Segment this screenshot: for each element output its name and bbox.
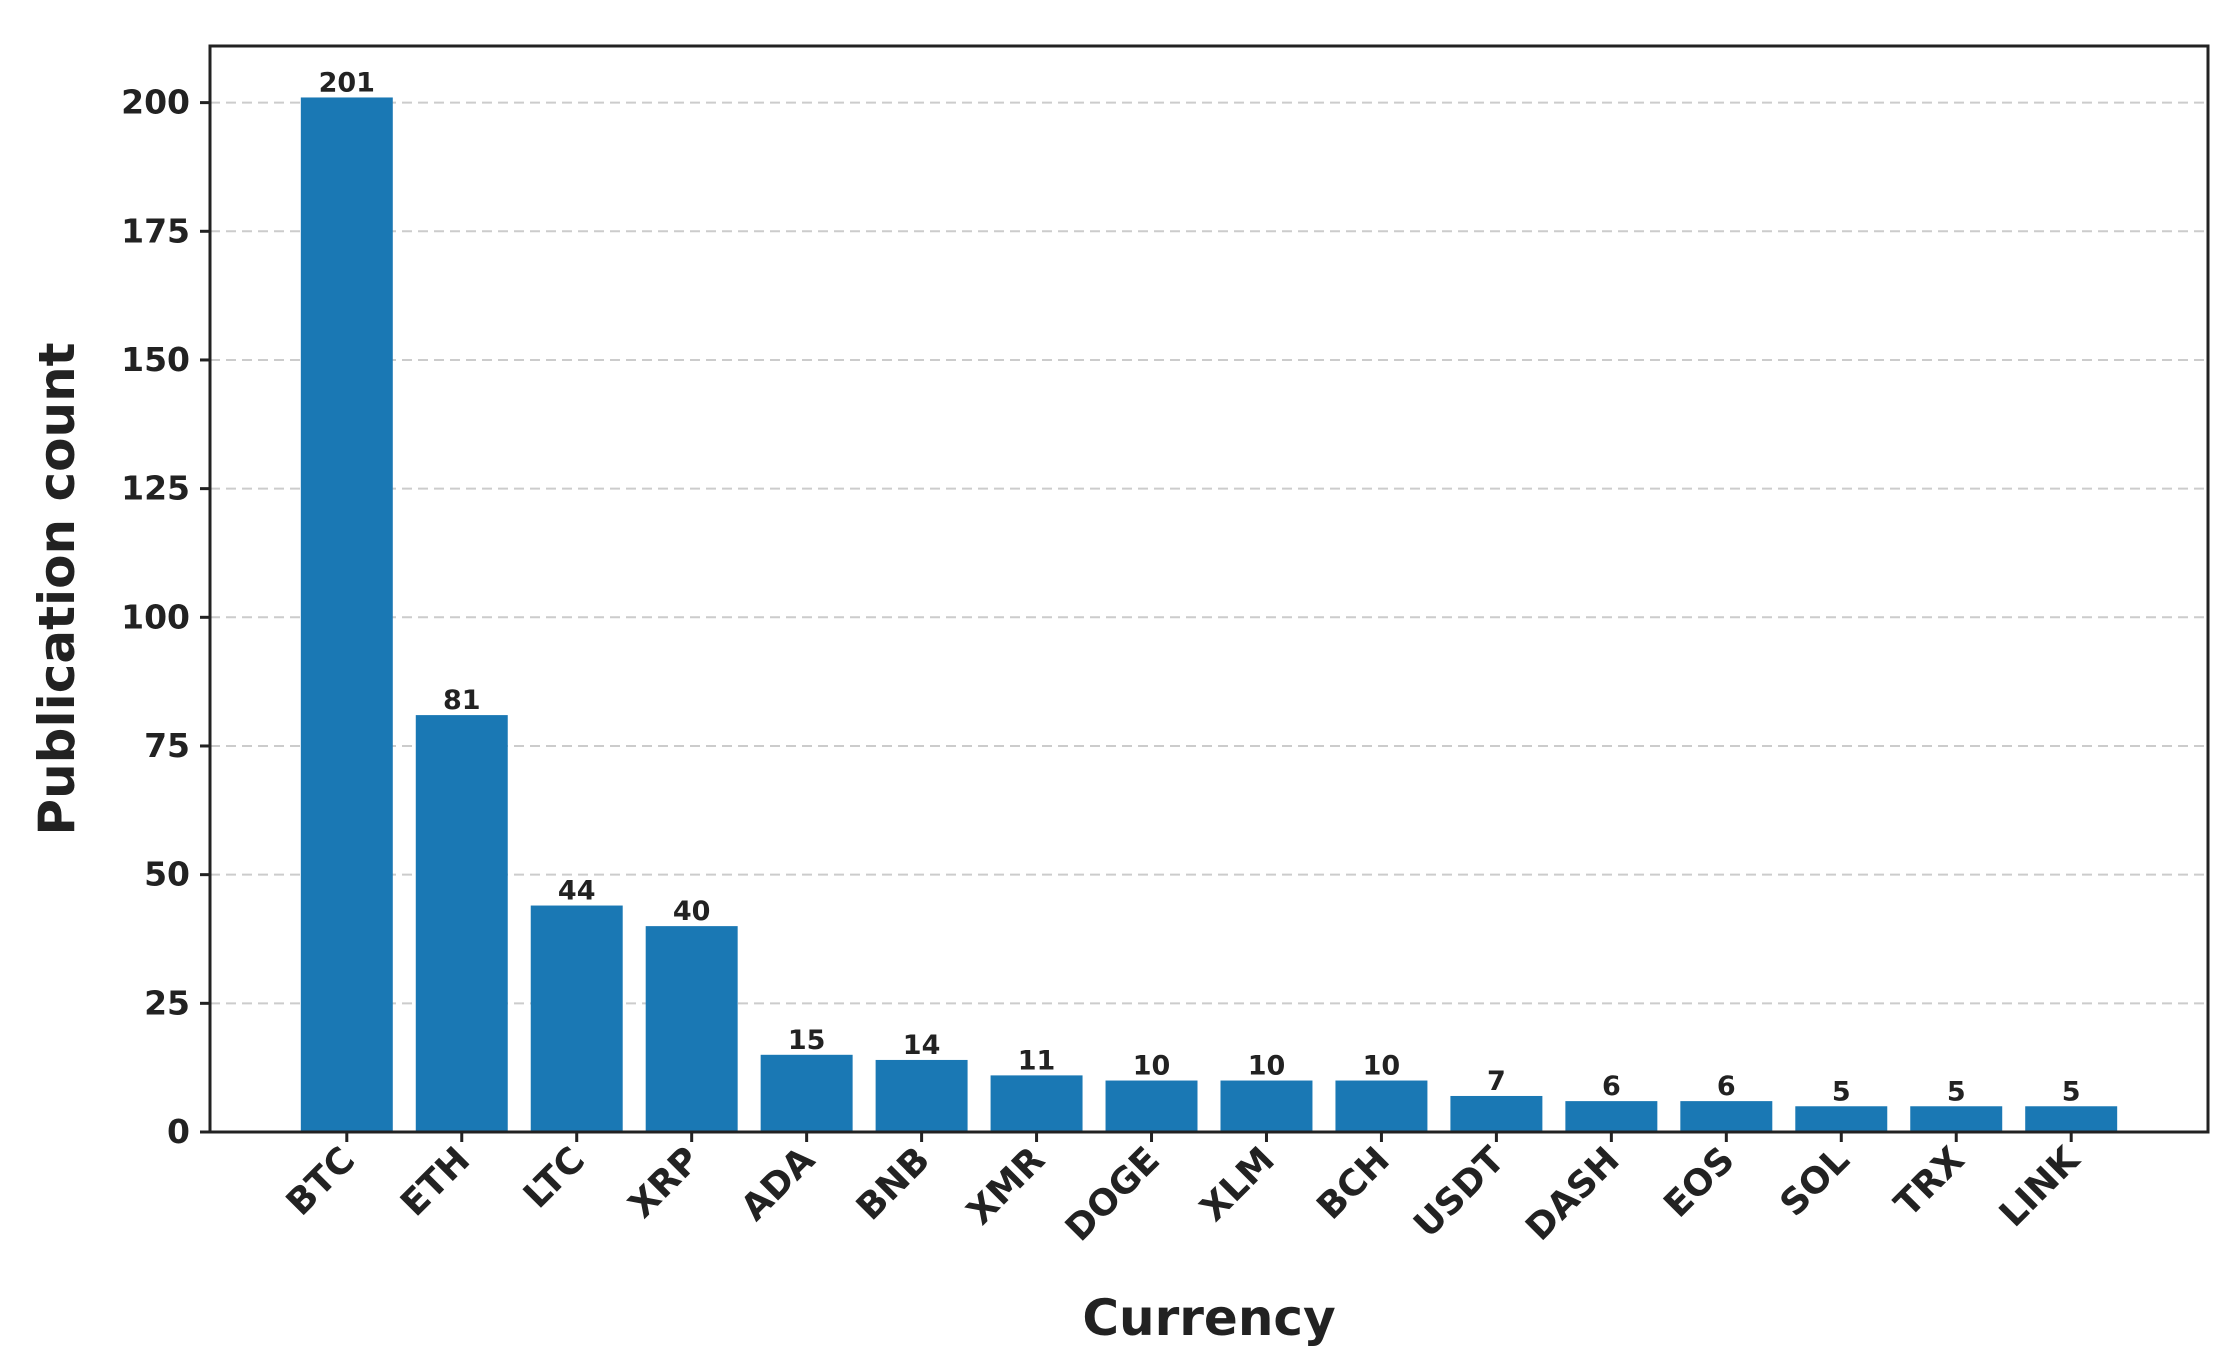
bar-trx	[1910, 1106, 2003, 1132]
bar-value-label: 6	[1602, 1071, 1621, 1102]
bar-value-label: 15	[788, 1025, 826, 1056]
y-tick-label: 175	[121, 211, 190, 250]
plot-frame	[208, 44, 2210, 1134]
bar-value-label: 5	[2062, 1076, 2081, 1107]
bar-value-label: 44	[558, 876, 596, 907]
y-tick-label: 0	[167, 1112, 190, 1151]
x-tick-label: BTC	[279, 1139, 363, 1223]
bar-value-labels: 201 81 44 40 15 14 11 10 10 10 7 6 6 5 5 5	[319, 67, 2081, 1107]
bar-ada	[760, 1054, 853, 1132]
y-tick-label: 125	[121, 469, 190, 508]
x-tick-label: XMR	[959, 1139, 1053, 1233]
bar-value-label: 14	[903, 1030, 941, 1061]
x-tick-label: EOS	[1656, 1139, 1742, 1225]
y-tick-label: 50	[144, 855, 190, 894]
bar-value-label: 10	[1248, 1051, 1286, 1082]
x-tick-label: LINK	[1992, 1139, 2088, 1235]
bar-ltc	[530, 905, 623, 1132]
bar-bnb	[875, 1059, 968, 1132]
bar-value-label: 81	[443, 685, 481, 716]
x-tick-label: TRX	[1887, 1139, 1973, 1225]
bar-xlm	[1220, 1080, 1313, 1132]
y-tick-label: 200	[121, 83, 190, 122]
bar-value-label: 6	[1717, 1071, 1736, 1102]
y-tick-label: 150	[121, 340, 190, 379]
x-tick-label: DASH	[1518, 1139, 1627, 1248]
y-tick-label: 75	[144, 726, 190, 765]
bar-value-label: 11	[1018, 1045, 1056, 1076]
bar-eos	[1680, 1101, 1773, 1132]
x-tick-label: BNB	[849, 1139, 938, 1228]
bar-xrp	[645, 926, 738, 1132]
bar-doge	[1105, 1080, 1198, 1132]
x-tick-label: DOGE	[1058, 1139, 1168, 1249]
y-tick-label: 100	[121, 597, 190, 636]
y-tick-label: 25	[144, 983, 190, 1022]
gridlines	[210, 101, 2208, 1005]
bar-value-label: 10	[1133, 1051, 1171, 1082]
bar-xmr	[990, 1075, 1083, 1132]
x-tick-label: ADA	[733, 1139, 823, 1229]
bar-dash	[1565, 1101, 1658, 1132]
bar-eth	[415, 715, 508, 1132]
bar-value-label: 201	[319, 67, 375, 98]
x-tick-label: LTC	[516, 1139, 593, 1216]
bar-value-label: 5	[1947, 1076, 1966, 1107]
bar-value-label: 40	[673, 896, 711, 927]
x-tick-label: XRP	[621, 1139, 708, 1226]
bar-sol	[1795, 1106, 1888, 1132]
bar-value-label: 10	[1363, 1051, 1401, 1082]
bar-bch	[1335, 1080, 1428, 1132]
bars	[300, 97, 2118, 1132]
x-axis-ticks: BTC ETH LTC XRP ADA BNB XMR DOGE XLM BCH USDT DASH E…	[279, 1132, 2088, 1249]
bar-value-label: 5	[1832, 1076, 1851, 1107]
bar-usdt	[1450, 1095, 1543, 1132]
x-tick-label: XLM	[1193, 1139, 1283, 1229]
x-tick-label: USDT	[1406, 1139, 1513, 1246]
bar-value-label: 7	[1487, 1066, 1506, 1097]
bar-link	[2025, 1106, 2118, 1132]
y-axis-label: Publication count	[28, 342, 86, 835]
x-tick-label: ETH	[393, 1139, 478, 1224]
x-tick-label: BCH	[1309, 1139, 1397, 1227]
x-tick-label: SOL	[1772, 1139, 1857, 1224]
x-axis-label: Currency	[1082, 1289, 1335, 1347]
bar-btc	[300, 97, 393, 1132]
y-axis-ticks: 0 25 50 75 100 125 150 175 200	[121, 83, 210, 1151]
